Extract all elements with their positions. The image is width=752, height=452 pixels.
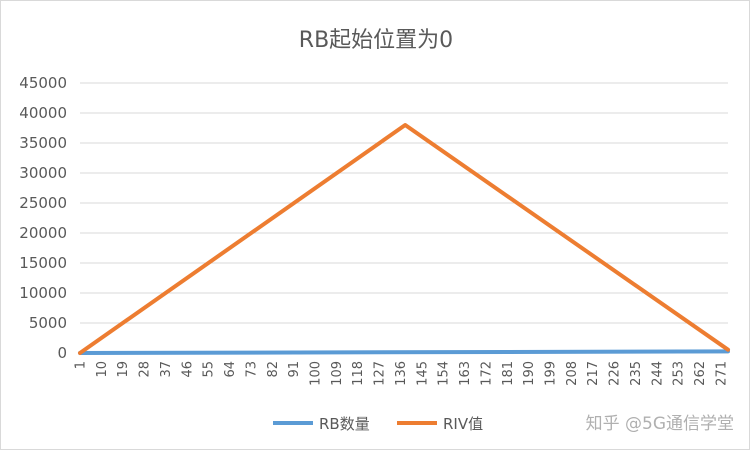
x-tick-label: 172 [479,361,494,386]
x-tick-label: 244 [650,361,665,386]
legend-label: RIV值 [443,415,483,433]
y-axis-ticks: 0 5000 10000 15000 20000 25000 30000 35000 40000… [19,74,67,362]
x-tick-label: 1 [74,361,89,369]
x-tick-label: 37 [159,361,174,378]
x-tick-label: 145 [415,361,430,386]
y-tick-label: 25000 [19,194,67,212]
x-tick-label: 199 [543,361,558,386]
x-tick-label: 100 [308,361,323,386]
gridlines [80,82,728,354]
y-tick-label: 20000 [19,224,67,242]
x-tick-label: 19 [116,361,131,378]
legend-label: RB数量 [319,415,370,433]
x-tick-label: 91 [287,361,302,378]
x-tick-label: 127 [373,361,388,386]
y-tick-label: 35000 [19,134,67,152]
x-tick-label: 109 [330,361,345,386]
x-tick-label: 73 [244,361,259,378]
y-tick-label: 10000 [19,284,67,302]
series-line-2 [78,123,730,355]
x-tick-label: 181 [501,361,516,386]
x-tick-label: 46 [180,361,195,378]
chart-title: RB起始位置为0 [299,28,453,53]
x-axis-ticks: 1 10 19 28 37 46 55 64 73 82 91 100 109 118 127 136 145 1… [74,361,730,386]
x-tick-label: 235 [629,361,644,386]
x-tick-label: 154 [437,361,452,386]
y-tick-label: 45000 [19,74,67,92]
series-lines [78,123,730,355]
x-tick-label: 136 [394,361,409,386]
x-tick-label: 262 [693,361,708,386]
x-tick-label: 10 [95,361,110,378]
y-tick-label: 5000 [29,314,67,332]
x-tick-label: 253 [672,361,687,386]
x-tick-label: 163 [458,361,473,386]
x-tick-label: 190 [522,361,537,386]
y-tick-label: 15000 [19,254,67,272]
y-tick-label: 0 [57,344,67,362]
series-line-1 [78,349,730,355]
x-tick-label: 82 [266,361,281,378]
legend: RB数量 RIV值 [273,415,483,433]
y-tick-label: 40000 [19,104,67,122]
y-tick-label: 30000 [19,164,67,182]
x-tick-label: 118 [351,361,366,386]
watermark-text: 知乎 @5G通信学堂 [586,414,734,434]
x-tick-label: 64 [223,361,238,378]
x-tick-label: 55 [202,361,217,378]
x-tick-label: 208 [565,361,580,386]
x-tick-label: 28 [138,361,153,378]
x-tick-label: 226 [608,361,623,386]
x-tick-label: 271 [714,361,729,386]
x-tick-label: 217 [586,361,601,386]
